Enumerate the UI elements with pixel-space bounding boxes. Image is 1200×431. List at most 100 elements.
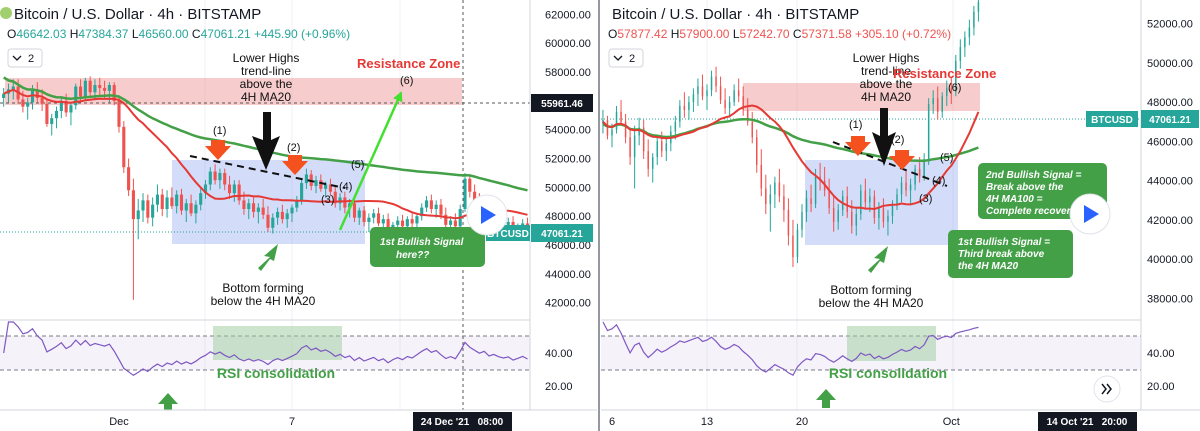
right-y-ticks: 52000.00 50000.00 48000.00 46000.00 44000.00… <box>1147 19 1193 306</box>
play-button[interactable] <box>1069 193 1111 235</box>
signal-1-line-3: the 4H MA20 <box>958 261 1018 272</box>
resistance-zone-label: Resistance Zone <box>893 66 996 81</box>
candle-body <box>415 216 419 224</box>
rsi-consolidation-label: RSI consolidation <box>829 365 947 381</box>
candle-body <box>810 198 812 205</box>
scroll-to-realtime-button[interactable] <box>1093 375 1121 403</box>
x-tick-label: 6 <box>609 416 615 428</box>
candle-body <box>88 80 92 93</box>
candle-body <box>21 99 25 107</box>
signal-1-line-1: 1st Bullish Signal <box>380 237 464 248</box>
red-arrow-1 <box>205 140 231 160</box>
ma20-line <box>3 88 528 220</box>
candle-body <box>620 111 622 122</box>
y-tick-label: 48000.00 <box>1147 97 1193 109</box>
candle-body <box>506 221 510 225</box>
candle-body <box>151 204 155 218</box>
candle-body <box>742 96 744 110</box>
candle-body <box>69 105 73 113</box>
candle-body <box>796 229 799 258</box>
scroll-button-bg[interactable] <box>1093 375 1121 403</box>
chevron-down-icon <box>12 55 22 61</box>
y-tick-label: 42000.00 <box>1147 215 1193 227</box>
candle-body <box>165 197 169 210</box>
candle-body <box>473 191 477 201</box>
crosshair-time-badge <box>1038 412 1137 431</box>
candle-body <box>324 184 328 189</box>
ma20-line <box>602 104 980 211</box>
collapse-indicators-button[interactable] <box>7 48 43 68</box>
candle-body <box>923 159 925 177</box>
red-arrow-2 <box>282 155 308 175</box>
candle-body <box>2 93 6 99</box>
rsi-arrow <box>816 389 836 408</box>
x-tick-label: 20 <box>796 416 808 428</box>
candle-body <box>232 184 236 194</box>
crosshair-price-badge <box>531 94 593 112</box>
candle-body <box>946 88 948 97</box>
point-1: (1) <box>213 125 226 137</box>
candle-body <box>973 11 975 28</box>
candle-body <box>453 220 457 227</box>
candle-body <box>352 203 357 218</box>
candle-body <box>715 76 717 87</box>
point-2: (2) <box>287 142 300 154</box>
candle-body <box>927 104 930 160</box>
candle-body <box>463 178 467 210</box>
candle-body <box>719 86 722 101</box>
candle-body <box>251 203 256 212</box>
status-dot-icon <box>0 7 12 19</box>
red-arrow-2 <box>889 150 915 170</box>
candle-body <box>724 100 726 108</box>
point-1: (1) <box>849 119 862 131</box>
play-icon <box>1084 205 1099 223</box>
point-3: (3) <box>919 193 932 205</box>
candle-body <box>805 198 808 213</box>
candle-body <box>122 126 126 168</box>
candle-body <box>184 203 188 211</box>
candle-body <box>285 213 289 220</box>
candle-body <box>276 211 280 218</box>
right-x-ticks: 6 13 20 Oct <box>609 416 960 428</box>
y-tick-label: 44000.00 <box>545 269 591 281</box>
candle-body <box>396 220 400 225</box>
candle-body <box>314 180 318 186</box>
candle-body <box>887 215 889 222</box>
play-button[interactable] <box>466 194 508 236</box>
candle-body <box>83 80 87 97</box>
candle-body <box>170 197 174 207</box>
candle-body <box>420 207 424 217</box>
rsi-tick-40: 40.00 <box>1147 348 1175 360</box>
candle-body <box>26 102 30 107</box>
candle-body <box>74 86 78 106</box>
rsi-tick-20: 20.00 <box>1147 381 1175 393</box>
y-tick-label: 54000.00 <box>545 125 591 137</box>
y-tick-label: 62000.00 <box>545 9 591 21</box>
rsi-tick-40: 40.00 <box>545 348 573 360</box>
candle-body <box>333 191 337 204</box>
candle-body <box>674 121 677 132</box>
candle-body <box>832 208 835 222</box>
y-tick-label: 58000.00 <box>545 67 591 79</box>
candle-body <box>131 190 135 220</box>
collapse-indicators-button[interactable] <box>608 48 644 68</box>
rsi-arrow <box>158 393 178 410</box>
candle-body <box>429 200 433 210</box>
bottom-line-1: Bottom forming <box>830 283 911 297</box>
candle-body <box>424 200 429 208</box>
candle-body <box>900 182 903 195</box>
signal-1-line-2: here?? <box>396 250 429 261</box>
lower-highs-line-3: above the <box>240 77 293 91</box>
candle-body <box>11 86 15 90</box>
candle-body <box>746 109 749 122</box>
candle-body <box>98 85 102 88</box>
candle-body <box>701 86 704 97</box>
candle-body <box>64 100 68 113</box>
candle-body <box>112 85 116 101</box>
crosshair-time: 14 Oct '21 20:00 <box>1047 417 1128 428</box>
candle-body <box>860 190 862 214</box>
candle-body <box>319 180 323 189</box>
crosshair-time: 24 Dec '21 08:00 <box>421 417 504 428</box>
candle-body <box>769 194 772 205</box>
